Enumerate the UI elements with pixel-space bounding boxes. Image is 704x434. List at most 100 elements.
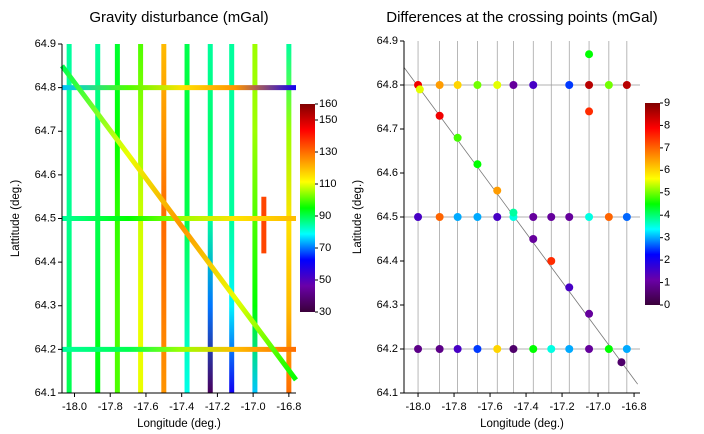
crossing-point [509,81,518,89]
colorbar [645,103,660,305]
y-tick-label: 64.4 [377,255,398,267]
crossing-point [529,345,538,353]
y-tick-label: 64.5 [35,212,56,224]
crossing-point [493,186,502,195]
y-axis-label: Latitude (deg.) [352,180,364,254]
colorbar-tick-label: 30 [319,306,331,318]
colorbar-tick-label: 150 [319,114,337,126]
crossing-point [529,81,538,89]
colorbar-tick-label: 6 [664,164,670,176]
plot-area [59,44,299,393]
crossing-point [435,213,444,221]
x-tick-label: -17.8 [98,401,123,413]
crossing-point [547,345,556,353]
colorbar-tick-label: 160 [319,98,337,110]
crossing-point [509,208,518,217]
x-tick-label: -17.0 [241,401,266,413]
colorbar-tick-label: 1 [664,276,670,288]
x-tick-label: -16.8 [276,401,301,413]
crossing-point [473,81,482,89]
colorbar-tick-label: 110 [319,178,337,190]
plot-area [403,41,640,393]
crossing-point [509,345,518,353]
x-axis-label: Longitude (deg.) [137,418,221,430]
colorbar-tick-label: 4 [664,209,670,221]
crossing-point [493,81,502,89]
crossing-point [493,213,502,221]
crossing-point [622,213,631,221]
y-tick-label: 64.8 [35,82,56,94]
crossing-point [473,160,482,169]
crossing-point [414,345,423,353]
crossing-point [585,107,594,116]
crossing-point [585,81,594,89]
x-tick-label: -18.0 [62,401,87,413]
y-tick-label: 64.2 [377,343,398,355]
colorbar-tick-label: 70 [319,242,331,254]
crossing-point [604,345,613,353]
crossing-point [415,85,424,94]
crossing-point [453,81,462,89]
crossing-point [585,213,594,221]
colorbar-tick-label: 5 [664,187,670,199]
x-tick-label: -18.0 [406,401,431,413]
x-tick-label: -17.4 [514,401,539,413]
crossing-point [435,111,444,120]
y-tick-label: 64.9 [35,38,56,50]
y-tick-label: 64.5 [377,211,398,223]
colorbar-tick-label: 50 [319,274,331,286]
crossing-point [585,345,594,353]
crossing-point [622,345,631,353]
x-tick-label: -17.0 [586,401,611,413]
y-tick-label: 64.7 [377,123,398,135]
y-tick-label: 64.6 [377,167,398,179]
x-tick-label: -17.6 [478,401,503,413]
crossing-point [435,345,444,353]
y-tick-label: 64.3 [377,299,398,311]
crossing-point [565,345,574,353]
crossing-point [604,213,613,221]
crossing-point [622,81,631,89]
colorbar-tick-label: 9 [664,97,670,109]
x-tick-label: -17.2 [205,401,230,413]
y-axis-label: Lattitude (deg.) [10,180,22,258]
crossing-point [547,257,556,265]
y-tick-label: 64.1 [35,387,56,399]
x-tick-label: -17.2 [550,401,575,413]
x-tick-label: -16.8 [622,401,647,413]
chart-title: Gravity disturbance (mGal) [89,9,268,26]
y-tick-label: 64.7 [35,125,56,137]
crossing-point [473,213,482,221]
crossing-point [565,81,574,89]
x-tick-label: -17.8 [442,401,467,413]
crossing-point [565,283,574,292]
colorbar-tick-label: 7 [664,142,670,154]
crossing-point [493,345,502,353]
crossing-point [473,345,482,353]
y-tick-label: 64.2 [35,343,56,355]
crossing-point [435,81,444,89]
crossing-point [453,213,462,221]
colorbar-tick-label: 130 [319,146,337,158]
x-tick-label: -17.4 [169,401,194,413]
y-tick-label: 64.8 [377,79,398,91]
y-tick-label: 64.1 [377,387,398,399]
colorbar-tick-label: 8 [664,119,670,131]
y-tick-label: 64.6 [35,169,56,181]
track-line [403,67,638,385]
crossing-point [453,345,462,353]
crossing-point [565,213,574,221]
colorbar-tick-label: 0 [664,299,670,311]
colorbar-tick-label: 2 [664,254,670,266]
crossing-point [453,133,462,142]
x-tick-label: -17.6 [133,401,158,413]
track [59,64,299,382]
crossing-point [585,50,594,59]
y-tick-label: 64.4 [35,256,56,268]
y-tick-label: 64.3 [35,300,56,312]
crossing-point [604,81,613,89]
x-axis-label: Longitude (deg.) [480,418,564,430]
colorbar [300,104,315,312]
colorbar-tick-label: 3 [664,232,670,244]
